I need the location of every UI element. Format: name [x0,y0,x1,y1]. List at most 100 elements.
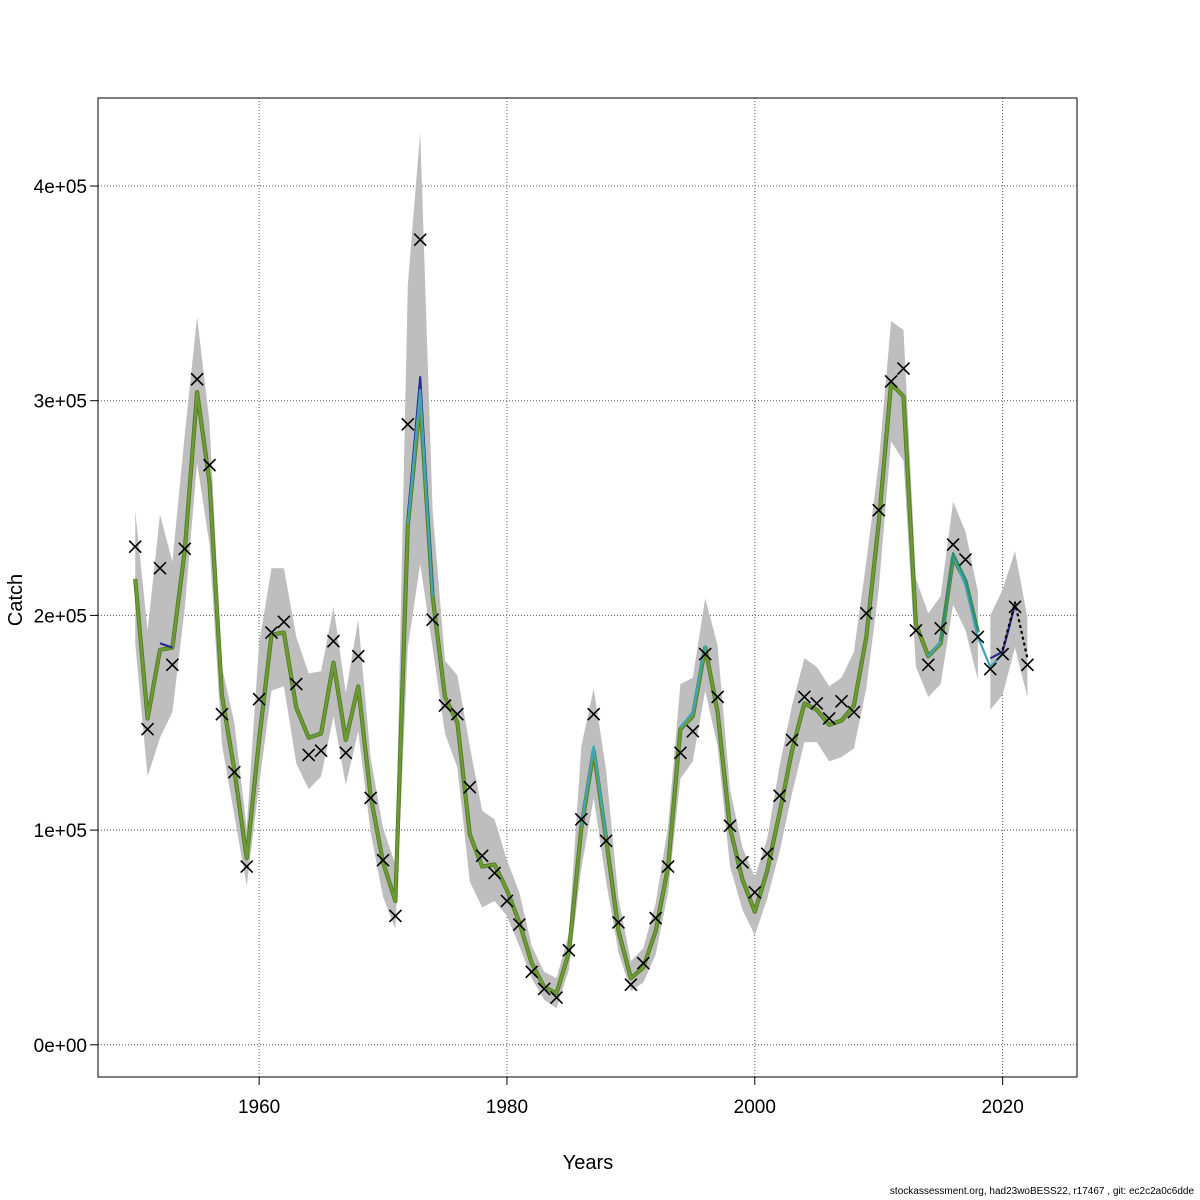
observed-point [165,658,179,672]
observed-point [599,834,613,848]
x-tick-label: 1980 [486,1097,528,1118]
observed-point [946,537,960,552]
observed-point-stroke [735,855,749,869]
observed-point [884,374,898,388]
observed-point-stroke [364,791,378,805]
observed-point [289,677,303,691]
observed-point-stroke [748,885,762,899]
observed-point-stroke [252,692,266,706]
observed-point [698,647,712,661]
observed-point-stroke [661,860,675,874]
observed-point [475,849,489,863]
observed-point [326,634,341,648]
observed-point [834,694,849,708]
observed-point [153,561,167,575]
observed-point [277,615,291,629]
observed-point-stroke [178,542,192,556]
observed-point [537,982,551,996]
observed-point-stroke [537,982,551,996]
x-tick-label: 2020 [982,1097,1024,1118]
observed-point-stroke [773,789,787,803]
retro-peels [159,376,1029,837]
observed-point-stroke [463,780,477,794]
observed-point [450,707,464,721]
fitted-line-series [133,382,980,995]
observed-point [1008,600,1022,614]
observed-point-stroke [946,537,960,552]
observed-point-stroke [277,615,291,629]
observed-point-stroke [810,696,824,710]
observed-point-stroke [314,744,328,758]
observed-point [822,711,836,726]
observed-point-stroke [649,911,663,925]
observed-point [401,417,415,431]
plot-frame [97,97,1078,1078]
observed-point-stroke [388,909,402,923]
observed-point-stroke [971,630,985,644]
observed-point-stroke [339,746,353,760]
observed-point-stroke [401,417,415,431]
observed-point [624,978,638,992]
observed-point [487,866,502,880]
observed-point-stroke [549,990,564,1005]
observed-point [463,780,477,794]
y-tick-label: 3e+05 [34,392,87,413]
observed-point [810,696,824,710]
observed-catch-points [128,233,1034,1005]
observed-point-stroke [934,621,948,635]
observed-point-stroke [587,707,601,721]
observed-point [190,372,204,386]
observed-point-stroke [202,458,217,472]
observed-point [413,233,427,247]
observed-point [859,606,873,620]
observed-point [364,791,378,805]
observed-point [921,658,935,672]
x-axis: 1960 1980 2000 2020 [238,1077,1024,1118]
observed-point-stroke [512,918,526,932]
observed-point-stroke [611,915,626,929]
observed-point-stroke [525,965,539,979]
observed-point-stroke [983,662,997,676]
observed-point [178,542,192,556]
x-axis-title: Years [563,1152,613,1174]
observed-point-stroke [785,733,799,747]
observed-point-stroke [450,707,464,721]
observed-point [673,746,688,760]
observed-point-stroke [921,658,935,672]
observed-point-stroke [723,819,737,833]
observed-point-stroke [240,860,254,874]
observed-point-stroke [909,623,923,638]
observed-point-stroke [289,677,303,691]
observed-point [500,894,514,908]
observed-point [141,722,155,736]
observed-point-stroke [859,606,873,620]
observed-point-stroke [376,853,390,867]
observed-point [549,990,564,1005]
observed-point [388,909,402,923]
observed-point-stroke [711,690,725,704]
observed-point [773,789,787,803]
observed-point [760,847,774,861]
observed-point-stroke [574,812,588,826]
observed-point-stroke [141,722,155,736]
observed-point-stroke [413,233,427,247]
observed-point-stroke [1008,600,1022,614]
observed-point [661,860,675,874]
observed-point [748,885,762,899]
observed-point-stroke [996,647,1010,661]
observed-point [896,361,911,376]
observed-point [996,647,1010,661]
observed-point-stroke [872,503,886,517]
observed-point-stroke [797,690,811,704]
y-tick-label: 0e+00 [34,1036,87,1057]
observed-point [215,707,229,721]
observed-point-stroke [264,626,279,640]
observed-point [587,707,601,721]
observed-point [934,621,948,635]
observed-point-stroke [165,658,179,672]
observed-point [202,458,217,472]
observed-point-stroke [475,849,489,863]
observed-point [735,855,749,869]
observed-point [512,918,526,932]
observed-point [636,956,650,970]
